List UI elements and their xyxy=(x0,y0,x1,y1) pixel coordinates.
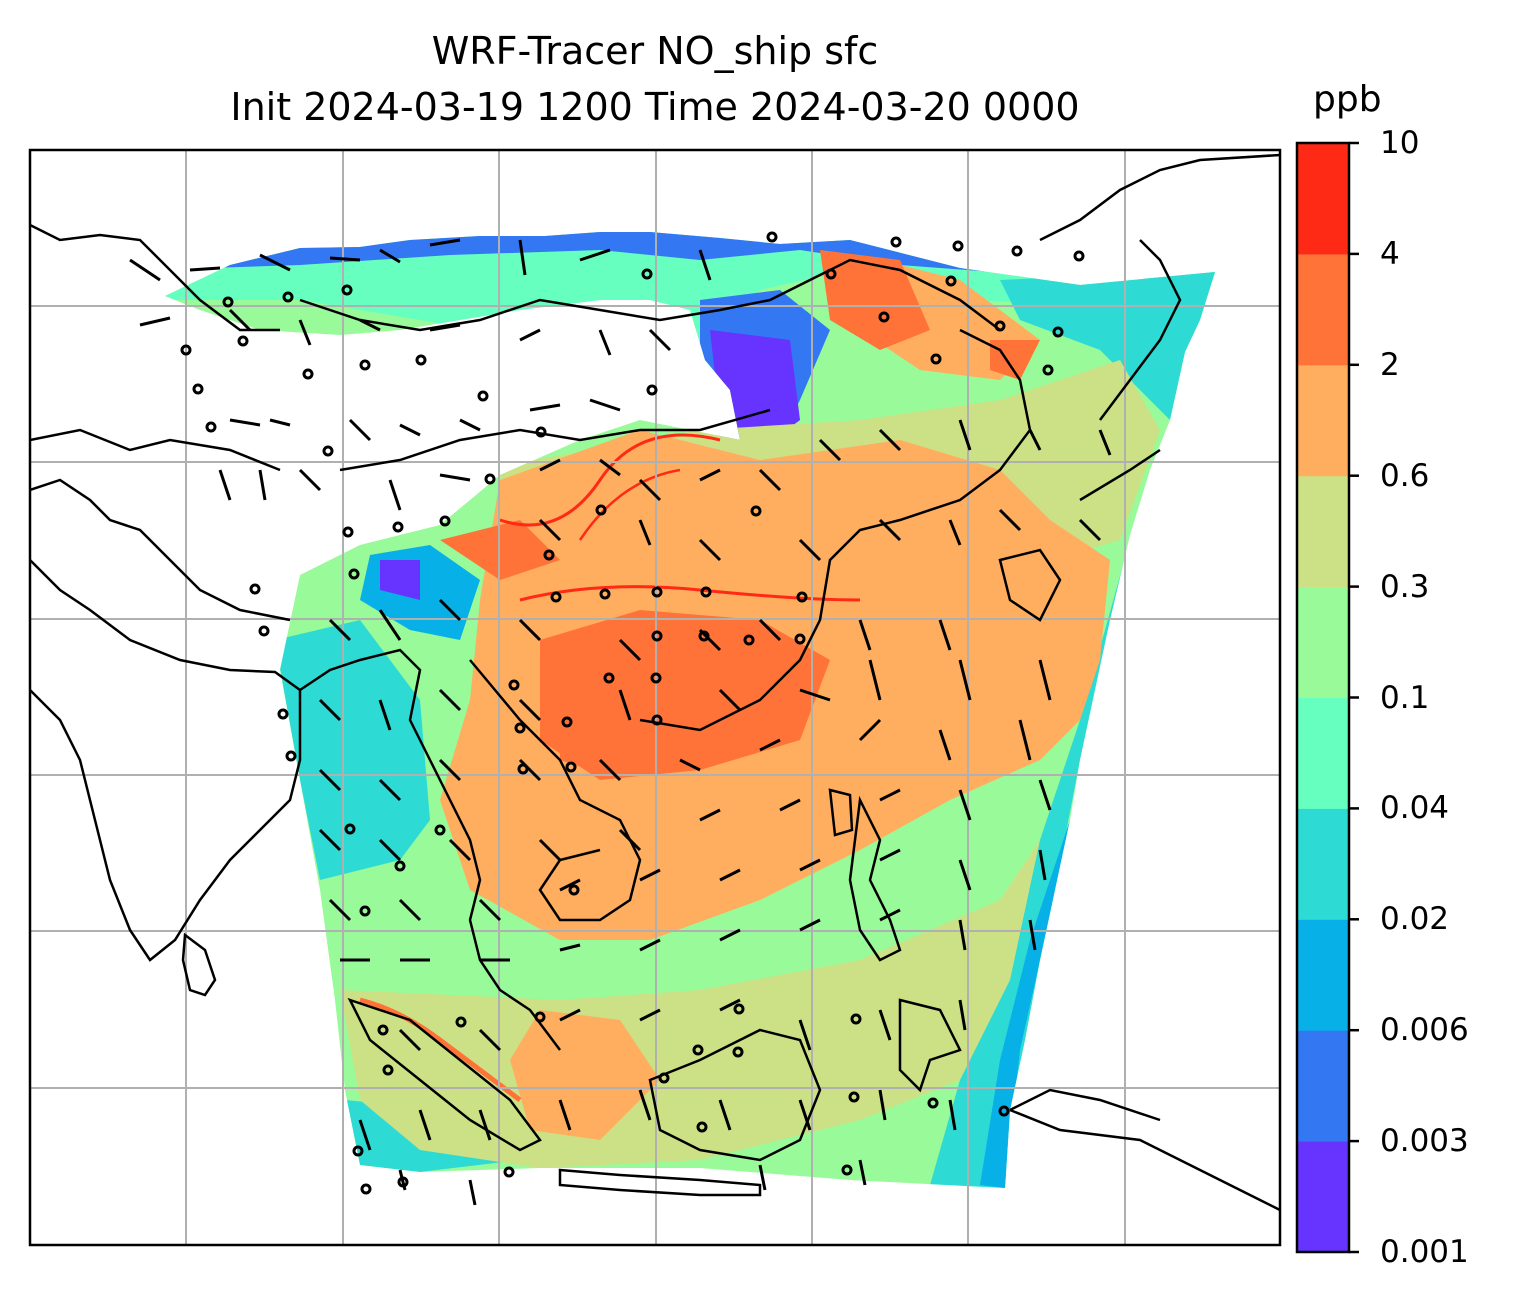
colorbar-tick-label: 0.02 xyxy=(1380,901,1450,938)
colorbar-tick-label: 0.04 xyxy=(1380,790,1450,827)
colorbar-segment xyxy=(1297,143,1349,255)
colorbar-segment xyxy=(1297,475,1349,588)
colorbar-tick-label: 10 xyxy=(1380,125,1420,161)
colorbar-segment xyxy=(1297,697,1349,809)
calm-wind-markers xyxy=(180,231,1085,1195)
wind-barbs xyxy=(129,238,1112,1206)
colorbar-tick-label: 0.001 xyxy=(1380,1234,1469,1270)
coastlines xyxy=(30,153,1280,1212)
colorbar-unit-label: ppb xyxy=(1313,79,1382,120)
colorbar-tick-label: 2 xyxy=(1380,346,1400,383)
colorbar-segment xyxy=(1297,1141,1349,1253)
colorbar-segment xyxy=(1297,364,1349,477)
colorbar-segment xyxy=(1297,253,1349,366)
colorbar-segment xyxy=(1297,919,1349,1031)
colorbar-tick-label: 0.006 xyxy=(1380,1012,1469,1049)
colorbar-segment xyxy=(1297,808,1349,920)
colorbar-tick-label: 0.1 xyxy=(1380,679,1430,716)
colorbar-segment xyxy=(1297,1030,1349,1142)
colorbar xyxy=(1295,141,1359,1254)
colorbar-segment xyxy=(1297,586,1349,698)
colorbar-tick-label: 4 xyxy=(1380,235,1400,272)
chart-title-line1: WRF-Tracer NO_ship sfc xyxy=(431,29,879,73)
map-border xyxy=(28,148,1282,1247)
colorbar-tick-label: 0.6 xyxy=(1380,457,1430,494)
colorbar-tick-label: 0.003 xyxy=(1380,1123,1469,1160)
chart-title-line2: Init 2024-03-19 1200 Time 2024-03-20 000… xyxy=(230,85,1080,129)
colorbar-tick-label: 0.3 xyxy=(1380,568,1430,605)
graticule xyxy=(30,150,1280,1245)
